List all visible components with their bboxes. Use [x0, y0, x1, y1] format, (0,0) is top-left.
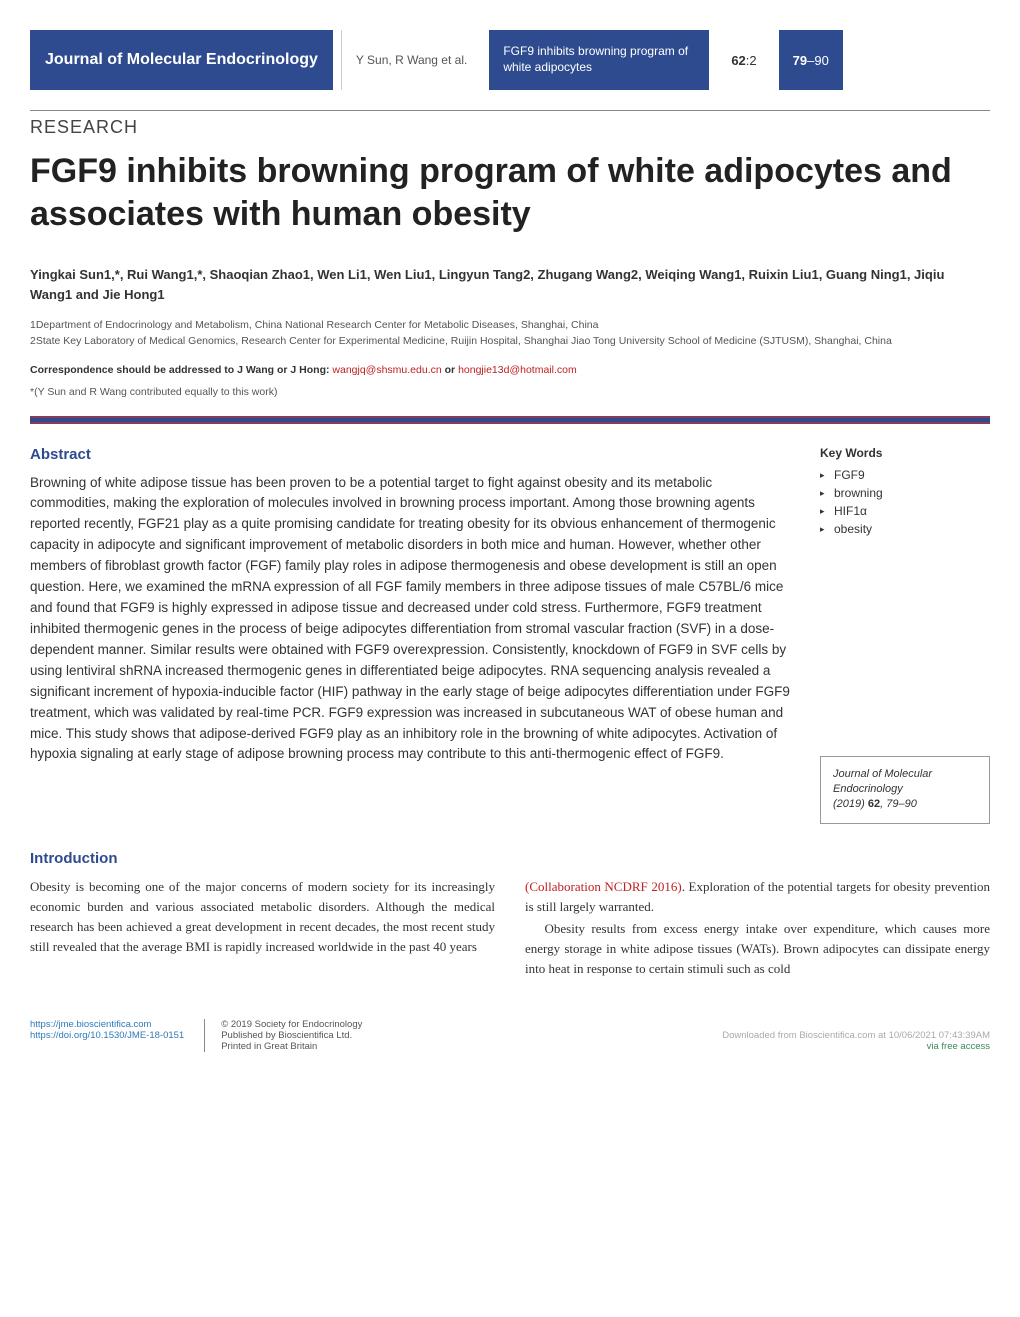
keyword-item: HIF1α [820, 504, 990, 518]
abstract-text: Browning of white adipose tissue has bee… [30, 473, 790, 766]
citation-year: (2019) [833, 798, 865, 810]
keyword-item: browning [820, 486, 990, 500]
introduction-col-2: (Collaboration NCDRF 2016). Exploration … [525, 877, 990, 980]
correspondence-prefix: Correspondence should be addressed to J … [30, 364, 332, 376]
abstract-column: Abstract Browning of white adipose tissu… [30, 446, 790, 824]
volume: 62 [731, 53, 745, 68]
keywords-heading: Key Words [820, 446, 990, 460]
article-title: FGF9 inhibits browning program of white … [30, 150, 990, 235]
affiliation-2: 2State Key Laboratory of Medical Genomic… [30, 334, 990, 350]
correspondence-email-2[interactable]: hongjie13d@hotmail.com [458, 364, 577, 376]
short-authors-box: Y Sun, R Wang et al. [341, 30, 481, 90]
volume-issue-box: 62:2 [717, 30, 770, 90]
short-authors: Y Sun, R Wang et al. [356, 53, 467, 67]
publisher-text: Published by Bioscientifica Ltd. [221, 1030, 362, 1041]
running-title-box: FGF9 inhibits browning program of white … [489, 30, 709, 90]
contribution-note: *(Y Sun and R Wang contributed equally t… [30, 386, 990, 398]
keyword-item: obesity [820, 522, 990, 536]
citation-journal: Journal of Molecular Endocrinology [833, 768, 932, 795]
article-type: RESEARCH [30, 110, 990, 138]
citation-box: Journal of Molecular Endocrinology (2019… [820, 756, 990, 824]
citation-pages: 79–90 [886, 798, 917, 810]
download-timestamp: Downloaded from Bioscientifica.com at 10… [382, 1030, 990, 1041]
introduction-section: Introduction Obesity is becoming one of … [30, 850, 990, 980]
abstract-row: Abstract Browning of white adipose tissu… [30, 446, 990, 824]
sidebar-column: Key Words FGF9 browning HIF1α obesity Jo… [820, 446, 990, 824]
journal-name: Journal of Molecular Endocrinology [45, 50, 318, 69]
header-banner: Journal of Molecular Endocrinology Y Sun… [30, 30, 990, 90]
introduction-col-1: Obesity is becoming one of the major con… [30, 877, 495, 980]
affiliations: 1Department of Endocrinology and Metabol… [30, 318, 990, 350]
footer-download-info: Downloaded from Bioscientifica.com at 10… [382, 1030, 990, 1052]
journal-url-link[interactable]: https://jme.bioscientifica.com [30, 1019, 184, 1030]
divider-bar [30, 416, 990, 424]
introduction-columns: Obesity is becoming one of the major con… [30, 877, 990, 980]
issue: 2 [749, 53, 756, 68]
intro-text-2b: Obesity results from excess energy intak… [525, 919, 990, 979]
running-title: FGF9 inhibits browning program of white … [503, 44, 695, 75]
page-first: 79 [793, 53, 807, 68]
page-last: 90 [814, 53, 828, 68]
abstract-heading: Abstract [30, 446, 790, 463]
authors-line: Yingkai Sun1,*, Rui Wang1,*, Shaoqian Zh… [30, 265, 990, 304]
pages-box: 79–90 [779, 30, 843, 90]
copyright-text: © 2019 Society for Endocrinology [221, 1019, 362, 1030]
introduction-heading: Introduction [30, 850, 990, 867]
footer-links: https://jme.bioscientifica.com https://d… [30, 1019, 184, 1041]
correspondence-email-1[interactable]: wangjq@shsmu.edu.cn [332, 364, 441, 376]
keyword-item: FGF9 [820, 468, 990, 482]
page-footer: https://jme.bioscientifica.com https://d… [30, 1009, 990, 1052]
reference-link[interactable]: (Collaboration NCDRF 2016) [525, 879, 682, 894]
doi-link[interactable]: https://doi.org/10.1530/JME-18-0151 [30, 1030, 184, 1041]
printed-text: Printed in Great Britain [221, 1041, 362, 1052]
affiliation-1: 1Department of Endocrinology and Metabol… [30, 318, 990, 334]
keywords-list: FGF9 browning HIF1α obesity [820, 468, 990, 536]
journal-name-box: Journal of Molecular Endocrinology [30, 30, 333, 90]
citation-volume: 62 [868, 798, 880, 810]
correspondence: Correspondence should be addressed to J … [30, 364, 990, 376]
access-type: via free access [382, 1041, 990, 1052]
footer-copyright: © 2019 Society for Endocrinology Publish… [204, 1019, 362, 1052]
correspondence-sep: or [442, 364, 458, 376]
